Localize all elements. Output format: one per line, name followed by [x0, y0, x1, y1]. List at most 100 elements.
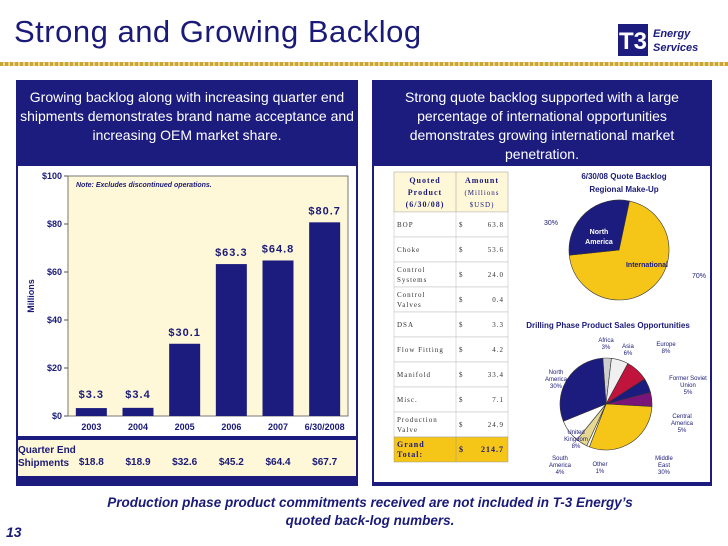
pie2-pct: 8% — [572, 444, 581, 450]
pie2-label: North — [549, 370, 564, 376]
total-amount: 214.7 — [481, 445, 504, 454]
bar-value-label: $3.4 — [125, 389, 150, 401]
pie2-label: America — [671, 421, 694, 427]
table-total-row — [393, 436, 509, 463]
logo-line1: Energy — [653, 28, 691, 40]
title-divider — [0, 62, 728, 66]
x-tick-label: 2007 — [268, 422, 288, 432]
footer-note: Production phase product commitments rec… — [107, 495, 633, 528]
row-amount: 7.1 — [492, 396, 504, 404]
total-label: Grand — [397, 440, 425, 449]
total-currency: $ — [459, 445, 463, 454]
bar-2004 — [122, 407, 154, 416]
pie2-label: Union — [680, 383, 696, 389]
y-tick-label: $20 — [47, 363, 62, 373]
quote-backlog-content: Quoted Product (6/30/08) Amount (Millions $US… — [374, 166, 710, 482]
pie2-pct: 1% — [596, 469, 605, 475]
row-currency: $ — [459, 396, 463, 404]
row-currency: $ — [459, 421, 463, 429]
row-currency: $ — [459, 246, 463, 254]
quarter-end-label-1: Quarter End — [18, 445, 76, 456]
row-amount: 4.2 — [492, 346, 504, 354]
table-row — [393, 261, 509, 288]
plot-area — [67, 175, 349, 417]
row-amount: 53.6 — [488, 246, 504, 254]
row-currency: $ — [459, 271, 463, 279]
bar-2007 — [262, 260, 294, 416]
bar-6/30/2008 — [309, 222, 341, 416]
quarter-end-value: $67.7 — [312, 457, 338, 468]
row-product: Valves — [397, 301, 422, 309]
chart-note: Note: Excludes discontinued operations. — [76, 182, 212, 189]
header-amount: $USD) — [470, 201, 495, 209]
bar-value-label: $3.3 — [79, 389, 104, 401]
quarter-end-value: $64.4 — [265, 457, 291, 468]
row-amount: 3.3 — [492, 321, 504, 329]
pie2-pct: 5% — [678, 428, 687, 434]
x-tick-label: 2004 — [128, 422, 148, 432]
backlog-heading: Growing backlog along with increasing qu… — [20, 89, 354, 143]
pie2-label: America — [549, 463, 572, 469]
quote-heading: Strong quote backlog supported with a la… — [405, 89, 679, 162]
quarter-end-value: $18.8 — [78, 457, 104, 468]
pie2-pct: 3% — [602, 345, 611, 351]
quarter-end-value: $32.6 — [172, 457, 198, 468]
pie1-title: 6/30/08 Quote Backlog — [581, 172, 666, 181]
pie1-label: America — [585, 239, 613, 246]
table-row — [393, 336, 509, 363]
bar-value-label: $30.1 — [168, 327, 201, 339]
row-currency: $ — [459, 296, 463, 304]
pie1-label: North — [590, 229, 609, 236]
table-row — [393, 361, 509, 388]
row-product: Choke — [397, 246, 420, 254]
pie2-label: America — [545, 377, 568, 383]
header-amount: (Millions — [464, 189, 499, 197]
pie2-label: United — [567, 430, 584, 436]
y-tick-label: $100 — [42, 171, 62, 181]
table-row — [393, 311, 509, 338]
row-amount: 0.4 — [492, 296, 504, 304]
company-logo: T3 Energy Services — [618, 22, 708, 58]
table-header — [393, 171, 509, 213]
pie1-pct: 30% — [544, 220, 558, 227]
pie2-label: Former Soviet — [669, 376, 707, 382]
quarter-end-shipments: Quarter End Shipments $18.8 $18.9 $32.6 $45… — [18, 440, 356, 476]
header-product: Quoted — [409, 176, 440, 185]
pie2-pct: 8% — [662, 349, 671, 355]
x-tick-label: 6/30/2008 — [305, 422, 345, 432]
logo-mark: T3 — [619, 28, 647, 55]
bar-value-label: $63.3 — [215, 247, 248, 259]
pie1-title: Regional Make-Up — [589, 185, 658, 194]
pie2-label: Middle — [655, 456, 673, 462]
pie-slice-middle-east — [588, 403, 653, 451]
row-amount: 24.0 — [488, 271, 504, 279]
pie2-label: Kingdom — [564, 437, 588, 443]
pie2-label: Central — [672, 414, 691, 420]
row-amount: 33.4 — [488, 371, 504, 379]
row-product: DSA — [397, 321, 414, 329]
y-tick-label: $40 — [47, 315, 62, 325]
pie2-label: East — [658, 463, 670, 469]
row-currency: $ — [459, 321, 463, 329]
pie2-pct: 30% — [550, 384, 563, 390]
row-product: Control — [397, 291, 425, 299]
pie1-label: International — [626, 262, 668, 269]
bar-2006 — [215, 264, 247, 416]
row-amount: 63.8 — [488, 221, 504, 229]
x-tick-label: 2005 — [175, 422, 195, 432]
pie2-label: Asia — [622, 344, 634, 350]
pie2-label: Europe — [656, 342, 676, 348]
page-number: 13 — [6, 524, 22, 540]
bar-value-label: $80.7 — [308, 205, 341, 217]
table-row — [393, 211, 509, 238]
backlog-bar-chart: $0 $20 $40 $60 $80 $100 Millions Note: Excludes… — [18, 166, 356, 436]
pie2-pct: 6% — [624, 351, 633, 357]
x-tick-label: 2006 — [221, 422, 241, 432]
pie2-pct: 30% — [658, 470, 671, 476]
header-product: Product — [408, 188, 442, 197]
row-product: Systems — [397, 276, 427, 284]
row-product: Manifold — [397, 371, 431, 379]
pie2-pct: 5% — [684, 390, 693, 396]
row-currency: $ — [459, 346, 463, 354]
y-tick-label: $80 — [47, 219, 62, 229]
